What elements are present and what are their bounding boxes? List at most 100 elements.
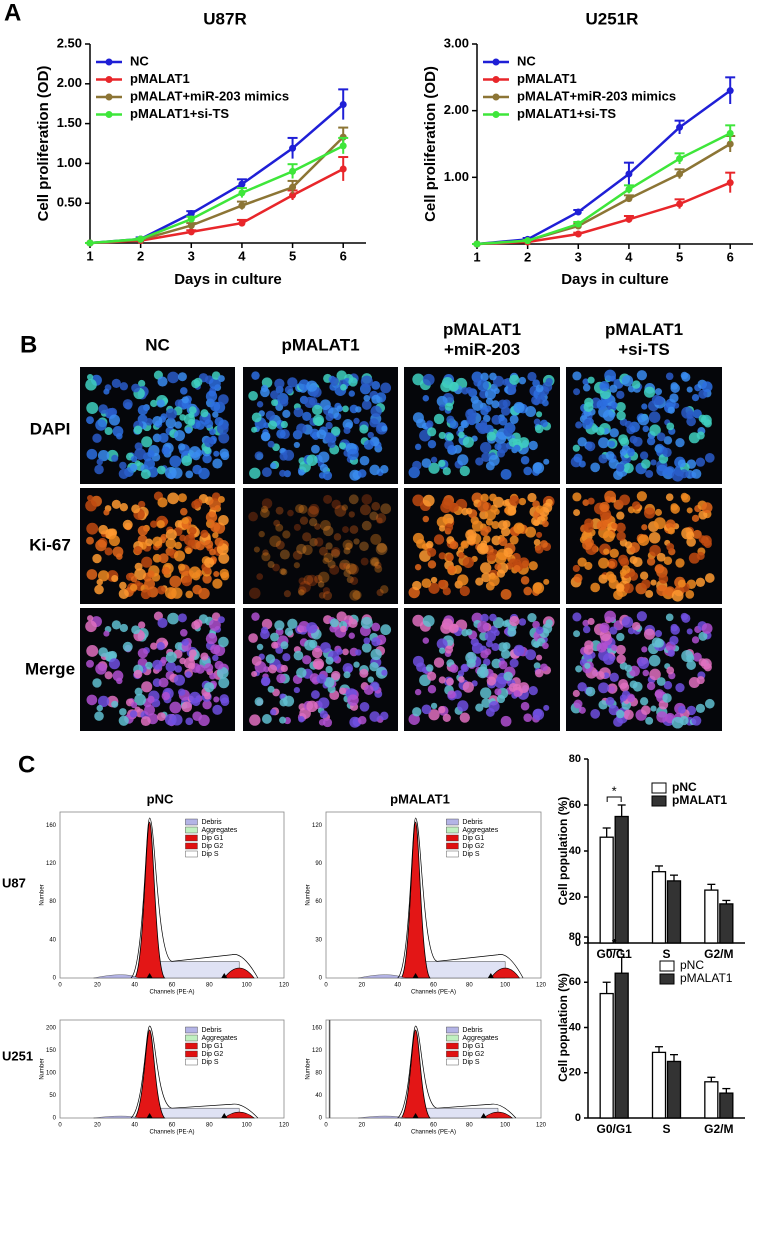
x-axis-label: Channels (PE-A) <box>149 1130 194 1136</box>
cell <box>299 516 309 525</box>
cell <box>603 548 610 555</box>
cell <box>141 436 153 448</box>
cell <box>134 562 143 571</box>
cell <box>438 525 446 532</box>
legend-label: pMALAT+miR-203 mimics <box>130 88 289 103</box>
marker <box>726 87 734 95</box>
cell <box>485 640 493 648</box>
cell <box>471 642 484 654</box>
cell <box>513 522 525 534</box>
cell <box>369 418 379 428</box>
cell <box>604 610 617 623</box>
cell <box>433 413 445 425</box>
cell <box>438 579 446 588</box>
marker <box>625 215 633 223</box>
x-axis-label: Channels (PE-A) <box>411 990 456 996</box>
cell <box>643 507 656 519</box>
cell <box>270 462 277 469</box>
significance-bracket <box>606 948 622 955</box>
cell <box>654 689 665 699</box>
cell <box>131 625 141 635</box>
cell <box>449 420 459 429</box>
cell <box>609 672 619 682</box>
cell <box>427 671 437 681</box>
marker <box>86 239 94 247</box>
marker <box>473 240 481 248</box>
cell <box>302 544 313 556</box>
plot-frame <box>325 1019 542 1119</box>
cell <box>520 576 530 585</box>
y-axis-label: Cell proliferation (OD) <box>422 66 439 222</box>
cell <box>462 681 474 693</box>
cell <box>438 431 446 440</box>
cell <box>280 641 289 650</box>
cell <box>212 654 219 662</box>
cell <box>458 431 465 439</box>
debris <box>93 1115 139 1119</box>
column-title: pNC <box>147 791 174 806</box>
cell <box>595 671 605 680</box>
cell <box>658 574 669 584</box>
cell <box>279 716 287 724</box>
cell <box>97 449 110 462</box>
cell <box>287 377 298 388</box>
legend-swatch <box>446 818 459 826</box>
cell <box>320 520 331 531</box>
legend-label: pMALAT1 <box>680 971 733 985</box>
cell <box>665 372 674 381</box>
marker <box>625 170 633 178</box>
cell <box>293 441 300 449</box>
cell <box>173 430 186 442</box>
panel-letter: C <box>18 751 35 778</box>
marker <box>676 170 684 178</box>
cell <box>572 371 582 381</box>
cell <box>118 588 129 599</box>
cell <box>371 622 381 632</box>
cell <box>666 666 675 675</box>
cell <box>641 705 651 716</box>
cell <box>502 520 511 528</box>
cell <box>654 508 662 516</box>
cell <box>353 417 360 425</box>
cell <box>334 505 347 517</box>
cell <box>575 665 583 673</box>
cell <box>582 383 591 392</box>
cell <box>509 414 519 424</box>
cell <box>422 515 430 523</box>
cell <box>212 704 223 715</box>
cell <box>284 385 294 395</box>
cell <box>665 519 676 530</box>
x-tick-label: 120 <box>279 983 290 989</box>
cell <box>134 687 143 696</box>
cell <box>137 525 148 536</box>
cell <box>587 617 595 626</box>
cell <box>284 627 294 636</box>
cell <box>360 557 369 566</box>
cell <box>686 416 696 427</box>
cell <box>188 649 197 658</box>
cell <box>204 557 215 568</box>
cell <box>453 565 462 574</box>
cell <box>311 444 320 454</box>
cell <box>86 402 99 414</box>
cell <box>446 433 454 441</box>
cell <box>465 628 473 636</box>
cell <box>520 701 530 711</box>
cell <box>573 699 583 709</box>
cell <box>679 469 689 479</box>
cell <box>532 708 545 721</box>
x-tick-label: 120 <box>536 983 547 989</box>
cell <box>459 465 470 477</box>
cell <box>95 539 107 552</box>
cell <box>363 439 374 450</box>
cell <box>585 441 596 452</box>
cell <box>343 547 351 555</box>
cell <box>698 510 708 520</box>
cell <box>185 470 194 479</box>
cell <box>165 529 177 541</box>
cell <box>325 542 333 550</box>
cell <box>646 557 656 566</box>
cell <box>496 694 506 704</box>
cell <box>339 559 351 571</box>
legend-label: Debris <box>201 1027 222 1034</box>
